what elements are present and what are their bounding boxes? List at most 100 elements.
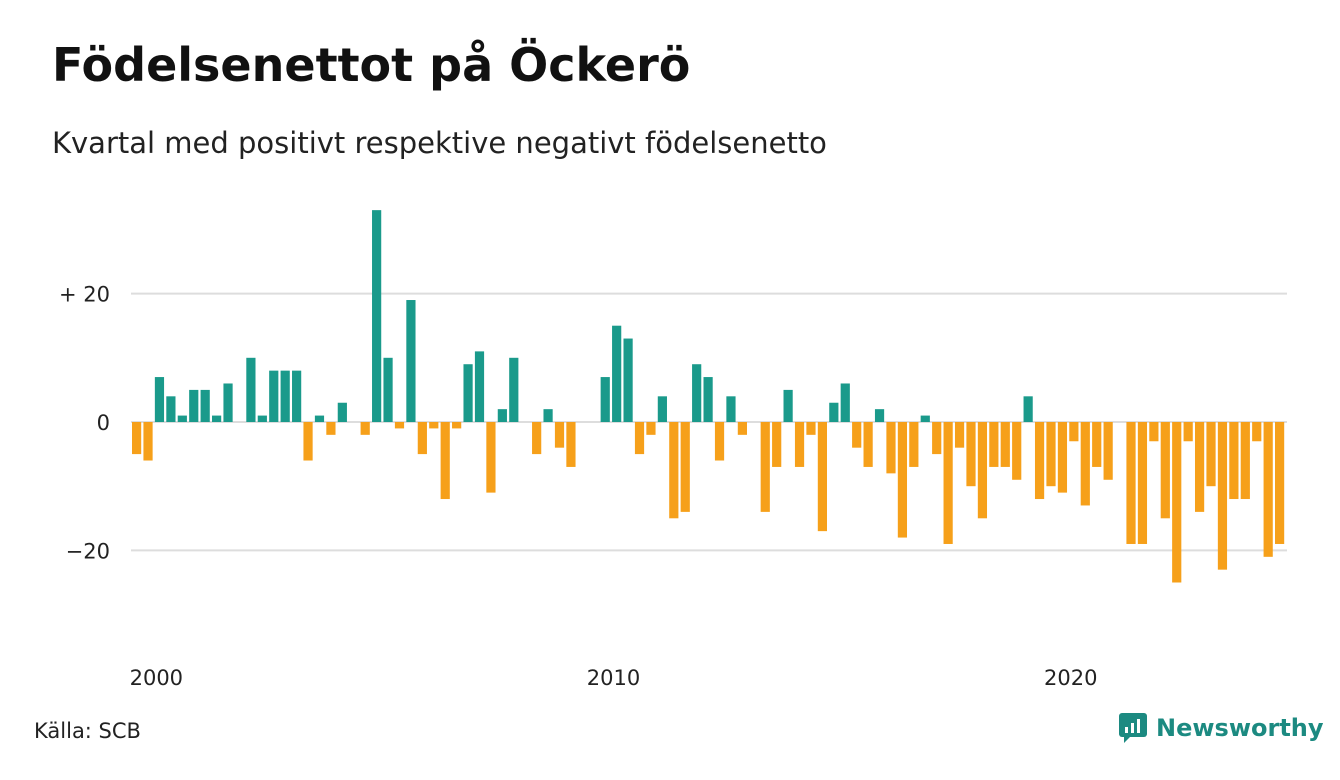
bar-negative <box>1092 422 1102 467</box>
bar-positive <box>177 415 187 422</box>
bar-positive <box>314 415 325 422</box>
y-axis-ticks: + 20 0 −20 <box>59 283 110 564</box>
bar-negative <box>932 422 942 455</box>
bar-positive <box>600 377 610 422</box>
bar-negative <box>977 422 988 519</box>
bar-negative <box>737 422 747 435</box>
bar-positive <box>692 364 702 422</box>
bar-negative <box>669 422 679 519</box>
bar-positive <box>223 383 233 422</box>
bar-positive <box>509 357 519 422</box>
bar-negative <box>1137 422 1148 544</box>
y-tick-label: + 20 <box>59 283 110 307</box>
bar-positive <box>612 325 622 422</box>
brand-logo: Newsworthy <box>1118 712 1324 744</box>
bar-negative <box>360 422 370 435</box>
bar-positive <box>703 377 713 422</box>
bar-negative <box>806 422 816 435</box>
source-note: Källa: SCB <box>34 719 141 743</box>
bar-negative <box>1263 422 1273 557</box>
bar-negative <box>1229 422 1239 500</box>
bar-negative <box>1206 422 1216 487</box>
bar-positive <box>269 370 279 422</box>
bar-negative <box>1069 422 1079 442</box>
bar-positive <box>829 402 839 422</box>
bar-positive <box>406 300 416 422</box>
bar-negative <box>714 422 725 461</box>
bar-negative <box>326 422 336 435</box>
bar-positive <box>463 364 473 422</box>
bar-negative <box>1080 422 1090 506</box>
bar-positive <box>372 210 382 422</box>
bar-negative <box>1103 422 1113 480</box>
bar-negative <box>1217 422 1228 570</box>
bar-positive <box>623 338 633 422</box>
bar-negative <box>852 422 862 448</box>
bar-negative <box>909 422 919 467</box>
x-axis-ticks: 2000 2010 2020 <box>130 666 1098 690</box>
bar-negative <box>554 422 565 448</box>
bar-positive <box>200 389 210 422</box>
bar-positive <box>874 409 885 422</box>
brand-name: Newsworthy <box>1156 714 1324 742</box>
bar-negative <box>1160 422 1170 519</box>
bar-negative <box>1252 422 1262 442</box>
bar-negative <box>394 422 405 429</box>
bar-negative <box>966 422 976 487</box>
bar-negative <box>452 422 462 429</box>
bar-negative <box>680 422 690 512</box>
bar-positive <box>543 409 553 422</box>
bar-positive <box>212 415 222 422</box>
bar-negative <box>440 422 450 500</box>
bar-negative <box>1194 422 1205 512</box>
x-tick-label: 2020 <box>1044 666 1097 690</box>
bar-negative <box>1000 422 1010 467</box>
bar-negative <box>486 422 496 493</box>
bar-negative <box>989 422 999 467</box>
bar-negative <box>760 422 770 512</box>
bar-negative <box>817 422 827 532</box>
bar-positive <box>280 370 290 422</box>
bar-negative <box>143 422 153 461</box>
bar-negative <box>943 422 953 544</box>
bar-negative <box>532 422 542 455</box>
bar-positive <box>783 389 793 422</box>
bar-positive <box>166 396 176 422</box>
bar-negative <box>1275 422 1285 544</box>
x-tick-label: 2010 <box>587 666 640 690</box>
bar-positive <box>474 351 485 422</box>
chart-title: Födelsenettot på Öckerö <box>52 38 691 92</box>
bar-negative <box>132 422 142 455</box>
bar-positive <box>726 396 736 422</box>
bar-negative <box>1046 422 1056 487</box>
bar-negative <box>863 422 873 467</box>
bar-negative <box>303 422 313 461</box>
bar-negative <box>772 422 782 467</box>
newsworthy-logo-icon <box>1119 713 1147 743</box>
bar-chart: + 20 0 −20 2000 2010 2020 <box>59 210 1287 690</box>
bar-negative <box>646 422 656 435</box>
bar-negative <box>1034 422 1045 500</box>
bar-negative <box>1012 422 1022 480</box>
bar-positive <box>154 377 165 422</box>
bar-negative <box>794 422 805 467</box>
bar-positive <box>497 409 507 422</box>
bar-negative <box>1183 422 1193 442</box>
y-tick-label: 0 <box>97 411 110 435</box>
bar-negative <box>886 422 896 474</box>
bar-positive <box>383 357 393 422</box>
bar-negative <box>1057 422 1068 493</box>
x-tick-label: 2000 <box>130 666 183 690</box>
chart-subtitle: Kvartal med positivt respektive negativt… <box>52 126 827 160</box>
bar-positive <box>292 370 302 422</box>
bars <box>132 210 1285 583</box>
bar-positive <box>189 389 199 422</box>
y-tick-label: −20 <box>66 539 110 563</box>
bar-negative <box>417 422 427 455</box>
bar-positive <box>920 415 930 422</box>
bar-positive <box>337 402 347 422</box>
bar-negative <box>1172 422 1182 583</box>
bar-negative <box>634 422 645 455</box>
bar-negative <box>1149 422 1159 442</box>
bar-positive <box>246 357 256 422</box>
